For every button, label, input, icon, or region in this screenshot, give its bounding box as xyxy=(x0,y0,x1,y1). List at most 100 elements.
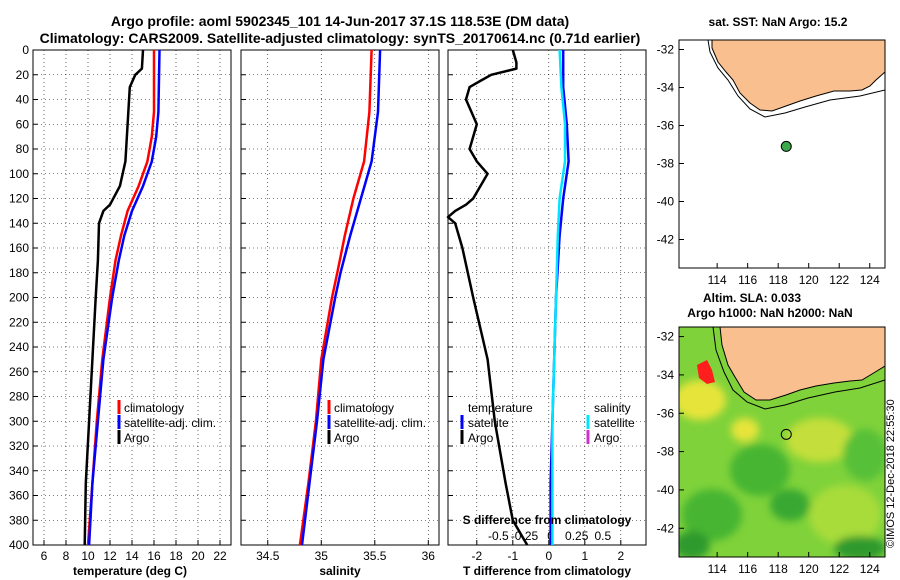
map-x-tick-label: 120 xyxy=(799,273,819,287)
map-x-tick-label: 118 xyxy=(769,562,788,576)
y-tick-label: 200 xyxy=(9,291,29,305)
y-tick-label: 400 xyxy=(9,538,29,552)
salinity-panel: 34.5 35 35.5 36 salinity climatology satell… xyxy=(240,49,440,578)
map-x-tick-label: 116 xyxy=(738,562,757,576)
difference-legend: temperature satellite Argo salinity sate… xyxy=(460,401,635,445)
x-tick-label: 6 xyxy=(41,549,48,563)
shelf-contour xyxy=(707,40,885,118)
y-tick-label: 140 xyxy=(9,216,29,230)
map-x-tick-label: 124 xyxy=(860,273,880,287)
temperature-argo-diff-line xyxy=(446,49,529,546)
legend-temperature-satellite: satellite xyxy=(468,416,509,430)
map-x-tick-label: 116 xyxy=(738,273,757,287)
legend-temperature-argo: Argo xyxy=(468,431,494,445)
y-tick-label: 300 xyxy=(9,414,29,428)
y-tick-label: 80 xyxy=(16,142,30,156)
argo-float-marker xyxy=(780,428,792,440)
x-tick-label: -1 xyxy=(507,549,518,563)
sst-map-panel: sat. SST: NaN Argo: 15.2 114 116 118 120 122… xyxy=(657,15,886,287)
map-x-tick-label: 122 xyxy=(829,273,849,287)
y-tick-label: 60 xyxy=(16,117,30,131)
y-tick-label: 20 xyxy=(16,68,30,82)
argo-float-marker xyxy=(780,140,792,152)
title-line-1: Argo profile: aoml 5902345_101 14-Jun-20… xyxy=(111,13,569,29)
map-x-tick-label: 114 xyxy=(708,273,727,287)
map-y-tick-label: -38 xyxy=(657,157,675,171)
legend-satellite: satellite-adj. clim. xyxy=(124,416,216,430)
map-y-tick-label: -42 xyxy=(657,521,675,535)
x-tick-label: 10 xyxy=(81,549,95,563)
argo-line xyxy=(83,49,145,546)
map-y-tick-label: -40 xyxy=(657,483,675,497)
y-tick-label: 360 xyxy=(9,489,29,503)
salinity-xlabel: salinity xyxy=(319,564,361,578)
sla-map-subtitle: Argo h1000: NaN h2000: NaN xyxy=(687,306,852,320)
satellite-adj-clim-line xyxy=(87,49,161,546)
legend-temperature-header: temperature xyxy=(468,401,533,415)
map-x-tick-label: 122 xyxy=(829,562,849,576)
shelf-contour-sla xyxy=(712,327,885,410)
y-tick-label: 40 xyxy=(16,93,30,107)
y-tick-label: 280 xyxy=(9,390,29,404)
map-y-tick-label: -40 xyxy=(657,195,675,209)
x-tick-label: 35.5 xyxy=(363,549,387,563)
x-tick-label: -2 xyxy=(471,549,482,563)
temperature-xlabel: temperature (deg C) xyxy=(73,564,187,578)
map-y-tick-label: -34 xyxy=(657,81,675,95)
sst-map-frame xyxy=(678,39,886,269)
sla-map-frame xyxy=(678,326,886,558)
y-tick-label: 100 xyxy=(9,167,29,181)
legend-argo: Argo xyxy=(334,431,360,445)
x-tick-label: 2 xyxy=(617,549,624,563)
y-tick-label: 180 xyxy=(9,266,29,280)
australia-landmass xyxy=(679,40,885,112)
salinity-satellite-diff-line xyxy=(551,49,567,545)
salinity-legend: climatology satellite-adj. clim. Argo xyxy=(327,400,426,445)
title-line-2: Climatology: CARS2009. Satellite-adjuste… xyxy=(40,30,641,46)
map-y-tick-label: -32 xyxy=(657,330,675,344)
map-y-tick-label: -36 xyxy=(657,119,675,133)
map-x-tick-label: 120 xyxy=(799,562,819,576)
x-tick-label: 18 xyxy=(169,549,183,563)
x-tick-label: 35 xyxy=(315,549,329,563)
map-x-tick-label: 124 xyxy=(860,562,880,576)
map-x-tick-label: 118 xyxy=(769,273,788,287)
x-tick-label: 20 xyxy=(191,549,205,563)
satellite-adj-clim-line xyxy=(300,49,382,546)
temperature-panel: 6 8 10 12 14 16 18 20 22020406080100120140160180… xyxy=(9,43,232,578)
y-tick-label: 240 xyxy=(9,340,29,354)
map-y-tick-label: -34 xyxy=(657,368,675,382)
sla-high-anomaly-west xyxy=(697,360,715,384)
secondary-tick-label: -0.5 xyxy=(488,529,509,543)
y-tick-label: 220 xyxy=(9,315,29,329)
legend-salinity-argo: Argo xyxy=(594,431,620,445)
x-tick-label: 34.5 xyxy=(256,549,280,563)
difference-xlabel: T difference from climatology xyxy=(463,564,631,578)
legend-satellite: satellite-adj. clim. xyxy=(334,416,426,430)
y-tick-label: 0 xyxy=(22,43,29,57)
x-tick-label: 36 xyxy=(422,549,436,563)
secondary-tick-label: 0.25 xyxy=(565,529,589,543)
map-y-tick-label: -38 xyxy=(657,445,675,459)
australia-landmass-sla xyxy=(719,327,885,401)
sla-field-blobs xyxy=(679,380,885,557)
y-tick-label: 120 xyxy=(9,192,29,206)
legend-salinity-satellite: satellite xyxy=(594,416,635,430)
map-y-tick-label: -42 xyxy=(657,233,675,247)
x-tick-label: 12 xyxy=(103,549,117,563)
map-y-tick-label: -36 xyxy=(657,406,675,420)
temperature-legend: climatology satellite-adj. clim. Argo xyxy=(117,400,216,445)
x-tick-label: 1 xyxy=(581,549,588,563)
map-y-tick-label: -32 xyxy=(657,43,675,57)
sla-map-title: Altim. SLA: 0.033 xyxy=(703,291,801,305)
x-tick-label: 14 xyxy=(125,549,139,563)
y-tick-label: 320 xyxy=(9,439,29,453)
sst-map-title: sat. SST: NaN Argo: 15.2 xyxy=(709,15,848,29)
x-tick-label: 0 xyxy=(545,549,552,563)
x-tick-label: 8 xyxy=(63,549,70,563)
difference-panel: -2 -1 0 1 2-0.5 -0.25 0 0.25 0.5 T difference fr… xyxy=(446,49,647,578)
difference-secondary-xlabel: S difference from climatology xyxy=(463,513,632,527)
legend-salinity-header: salinity xyxy=(594,401,631,415)
imos-credit: ©IMOS 12-Dec-2018 22:55:30 xyxy=(885,399,897,548)
